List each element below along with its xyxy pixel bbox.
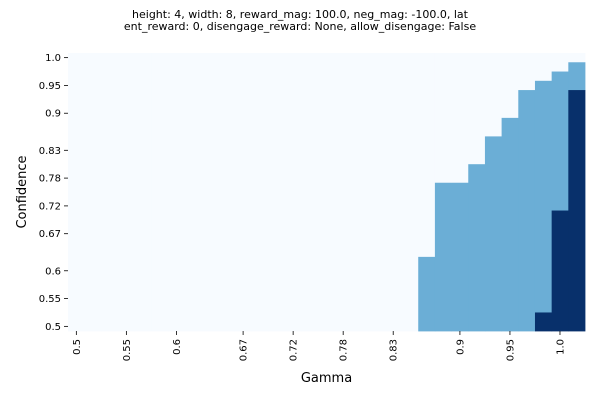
heatmap-cell — [484, 53, 503, 137]
heatmap-cell — [418, 53, 436, 258]
y-axis-ticks: 1.0 0.95 0.9 0.83 0.78 0.72 0.67 0.6 0.55 0.5 — [39, 53, 68, 333]
heatmap-cell — [184, 53, 202, 332]
y-tick-label: 0.55 — [39, 294, 61, 305]
heatmap-cell — [84, 53, 102, 332]
y-tick-label: 0.9 — [45, 109, 61, 120]
y-tick-label: 0.72 — [39, 201, 61, 212]
heatmap-cell — [434, 53, 452, 184]
heatmap-cell — [368, 53, 386, 332]
heatmap-cell — [118, 53, 136, 332]
x-tick-label: 0.55 — [122, 339, 133, 361]
x-tick-label: 1.0 — [555, 339, 566, 355]
heatmap-cell — [501, 117, 519, 332]
heatmap-cell — [568, 53, 586, 63]
heatmap-cell — [534, 80, 553, 313]
heatmap-cell — [251, 53, 269, 332]
y-tick-label: 0.5 — [45, 322, 61, 333]
heatmap-cell — [268, 53, 286, 332]
heatmap-cell — [551, 210, 569, 332]
heatmap-cell — [101, 53, 119, 332]
x-axis-ticks: 0.5 0.55 0.6 0.67 0.72 0.78 0.83 0.9 0.95 1.0 — [72, 331, 566, 361]
heatmap-cell — [401, 53, 419, 332]
heatmap-cell — [351, 53, 369, 332]
heatmap-cell — [218, 53, 236, 332]
heatmap-cell — [534, 312, 553, 332]
heatmap-cell — [201, 53, 219, 332]
heatmap-cell — [468, 53, 486, 165]
heatmap-cell — [318, 53, 336, 332]
x-tick-label: 0.5 — [72, 339, 83, 355]
heatmap-cell — [551, 71, 569, 211]
heatmap-cell — [534, 53, 553, 82]
y-tick-label: 0.78 — [39, 174, 61, 185]
heatmap-cells — [68, 53, 586, 332]
x-tick-label: 0.95 — [505, 339, 516, 361]
y-tick-label: 0.95 — [39, 81, 61, 92]
heatmap-cell — [568, 90, 586, 332]
heatmap-cell — [551, 53, 569, 72]
y-tick-label: 1.0 — [45, 53, 61, 64]
heatmap-cell — [568, 62, 586, 91]
x-tick-label: 0.78 — [339, 339, 350, 361]
heatmap-cell — [68, 53, 86, 332]
heatmap-cell — [451, 182, 469, 332]
heatmap-cell — [484, 136, 503, 332]
heatmap-cell — [501, 53, 519, 119]
heatmap-cell — [384, 53, 402, 332]
heatmap-cell — [518, 53, 536, 91]
heatmap-cell — [434, 182, 452, 332]
y-tick-label: 0.67 — [39, 229, 61, 240]
chart-title-line-2: ent_reward: 0, disengage_reward: None, a… — [123, 20, 477, 33]
heatmap-cell — [134, 53, 152, 332]
heatmap-cell — [301, 53, 319, 332]
heatmap-cell — [284, 53, 302, 332]
x-tick-label: 0.83 — [389, 339, 400, 361]
x-tick-label: 0.72 — [289, 339, 300, 361]
heatmap-cell — [451, 53, 469, 184]
heatmap-cell — [168, 53, 186, 332]
y-tick-label: 0.83 — [39, 146, 61, 157]
heatmap-cell — [334, 53, 352, 332]
x-axis-label: Gamma — [301, 371, 352, 386]
heatmap-cell — [468, 164, 486, 332]
chart-title-line-1: height: 4, width: 8, reward_mag: 100.0, … — [132, 8, 468, 21]
x-tick-label: 0.6 — [172, 339, 183, 355]
heatmap-cell — [418, 256, 436, 332]
heatmap-cell — [234, 53, 252, 332]
x-tick-label: 0.9 — [455, 339, 466, 355]
y-tick-label: 0.6 — [45, 266, 61, 277]
heatmap-cell — [518, 90, 536, 332]
heatmap-cell — [151, 53, 169, 332]
x-tick-label: 0.67 — [239, 339, 250, 361]
y-axis-label: Confidence — [15, 155, 30, 228]
